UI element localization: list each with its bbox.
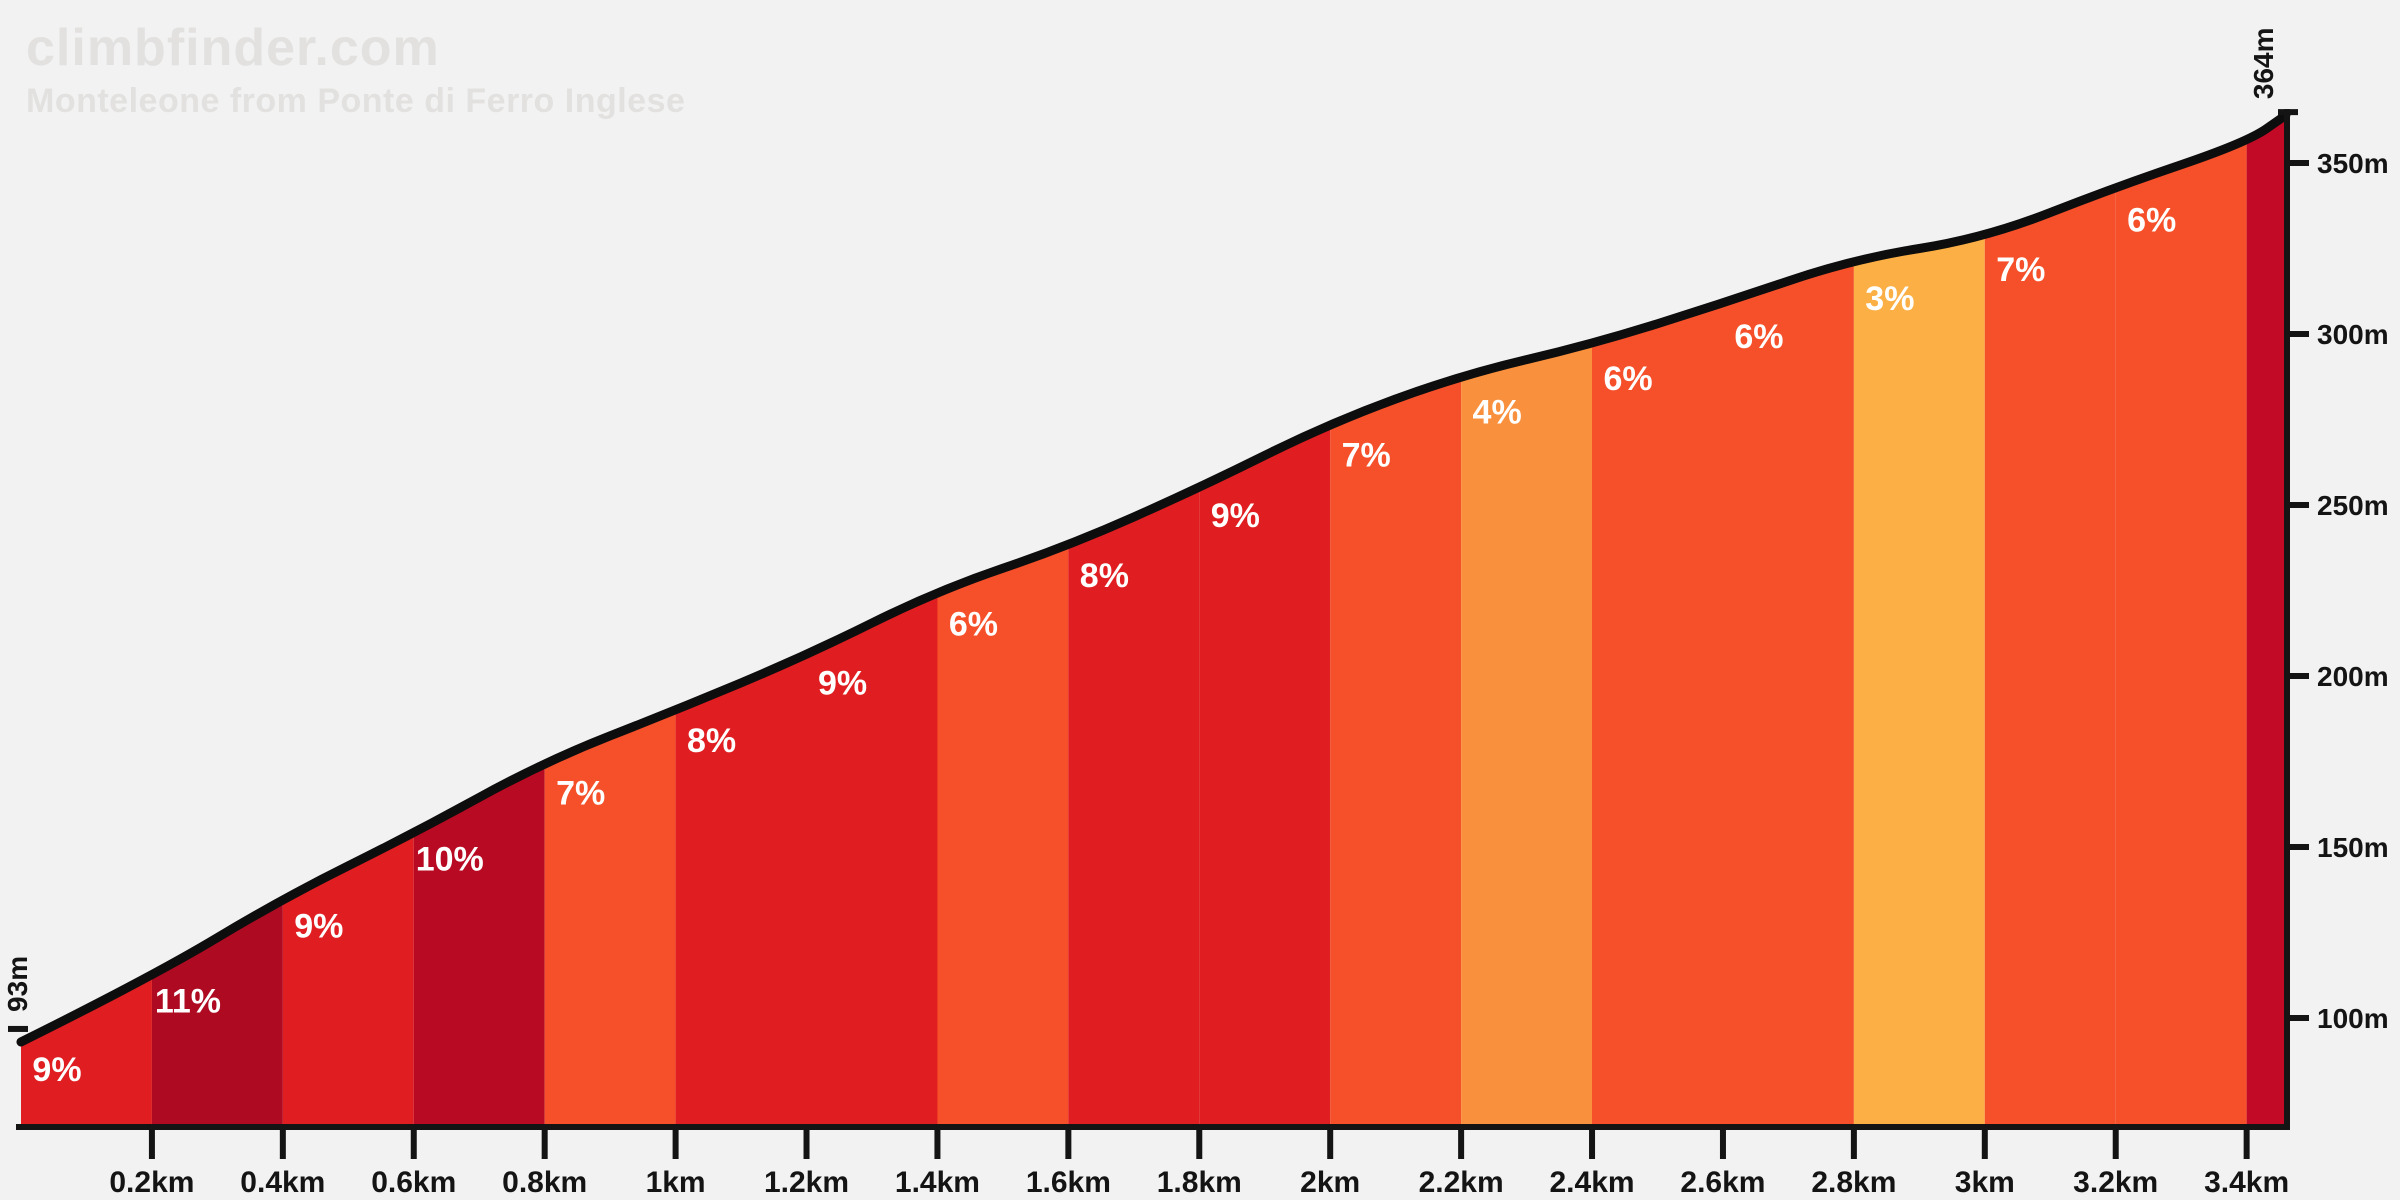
gradient-label: 9%: [818, 665, 867, 703]
x-axis-tick: [1458, 1127, 1464, 1159]
x-axis-tick: [1327, 1127, 1333, 1159]
gradient-label: 9%: [1211, 497, 1260, 535]
x-axis-tick: [934, 1127, 940, 1159]
start-elevation-label: 93m: [2, 956, 33, 1012]
gradient-label: 11%: [155, 982, 221, 1020]
x-axis-tick: [149, 1127, 155, 1159]
end-elevation-label: 364m: [2248, 27, 2279, 99]
gradient-label: 6%: [949, 605, 998, 643]
x-axis-tick-label: 1.6km: [1026, 1166, 1111, 1199]
x-axis-tick: [1196, 1127, 1202, 1159]
gradient-label: 9%: [32, 1051, 81, 1089]
x-axis-tick: [1720, 1127, 1726, 1159]
y-axis-tick: [2287, 1015, 2309, 1021]
y-axis-tick: [2287, 844, 2309, 850]
climb-profile-page: climbfinder.com Monteleone from Ponte di…: [0, 0, 2400, 1200]
gradient-label: 6%: [1603, 360, 1652, 398]
y-axis-tick-label: 350m: [2317, 148, 2389, 179]
x-axis-tick-label: 3.4km: [2204, 1166, 2289, 1199]
start-tick: [8, 1026, 28, 1032]
x-axis-tick-label: 3km: [1955, 1166, 2015, 1199]
x-axis-tick-label: 2.2km: [1419, 1166, 1504, 1199]
x-axis-tick-label: 1.2km: [764, 1166, 849, 1199]
gradient-label: 9%: [294, 907, 343, 945]
y-axis-tick: [2287, 502, 2309, 508]
x-axis-tick-label: 2.4km: [1550, 1166, 1635, 1199]
y-axis-tick-label: 300m: [2317, 319, 2389, 350]
gradient-label: 3%: [1865, 280, 1914, 318]
x-axis-tick: [804, 1127, 810, 1159]
y-axis-line: [2284, 109, 2290, 1127]
y-axis-tick: [2287, 331, 2309, 337]
x-axis-tick: [280, 1127, 286, 1159]
x-axis-line: [16, 1124, 2290, 1130]
y-axis-tick-label: 200m: [2317, 661, 2389, 692]
elevation-profile-chart: 9% 11% 9% 10% 7% 8% 9% 6% 8% 9% 7% 4% 6% 6% 3% 7% 6% 0.2k…: [0, 0, 2400, 1200]
gradient-label: 7%: [1342, 437, 1391, 475]
x-axis-tick: [2244, 1127, 2250, 1159]
summit-tick: [2278, 109, 2298, 115]
gradient-label: 4%: [1473, 394, 1522, 432]
x-axis-tick-label: 0.4km: [240, 1166, 325, 1199]
x-axis-tick-label: 0.6km: [371, 1166, 456, 1199]
gradient-label: 8%: [687, 722, 736, 760]
x-axis-tick-label: 1.4km: [895, 1166, 980, 1199]
y-axis-tick: [2287, 160, 2309, 166]
gradient-label: 6%: [1734, 318, 1783, 356]
x-axis-tick: [1065, 1127, 1071, 1159]
x-axis-tick: [673, 1127, 679, 1159]
x-axis-tick: [1589, 1127, 1595, 1159]
y-axis-tick-label: 100m: [2317, 1003, 2389, 1034]
x-axis-tick-label: 1.8km: [1157, 1166, 1242, 1199]
x-axis-tick: [2113, 1127, 2119, 1159]
x-axis-tick-label: 2km: [1300, 1166, 1360, 1199]
x-axis-tick-label: 2.8km: [1811, 1166, 1896, 1199]
x-axis-tick-label: 0.8km: [502, 1166, 587, 1199]
y-axis-tick: [2287, 673, 2309, 679]
gradient-label: 7%: [1996, 251, 2045, 289]
x-axis-tick: [411, 1127, 417, 1159]
x-axis-tick-label: 0.2km: [109, 1166, 194, 1199]
gradient-label: 6%: [2127, 202, 2176, 240]
x-axis-tick: [1851, 1127, 1857, 1159]
x-axis-tick-label: 2.6km: [1680, 1166, 1765, 1199]
x-axis-tick-label: 3.2km: [2073, 1166, 2158, 1199]
x-axis-tick-label: 1km: [646, 1166, 706, 1199]
y-axis-tick-label: 150m: [2317, 832, 2389, 863]
gradient-label: 10%: [416, 841, 484, 879]
gradient-label: 8%: [1080, 557, 1129, 595]
gradient-label: 7%: [556, 774, 605, 812]
x-axis-tick: [1982, 1127, 1988, 1159]
y-axis-tick-label: 250m: [2317, 490, 2389, 521]
x-axis-tick: [542, 1127, 548, 1159]
